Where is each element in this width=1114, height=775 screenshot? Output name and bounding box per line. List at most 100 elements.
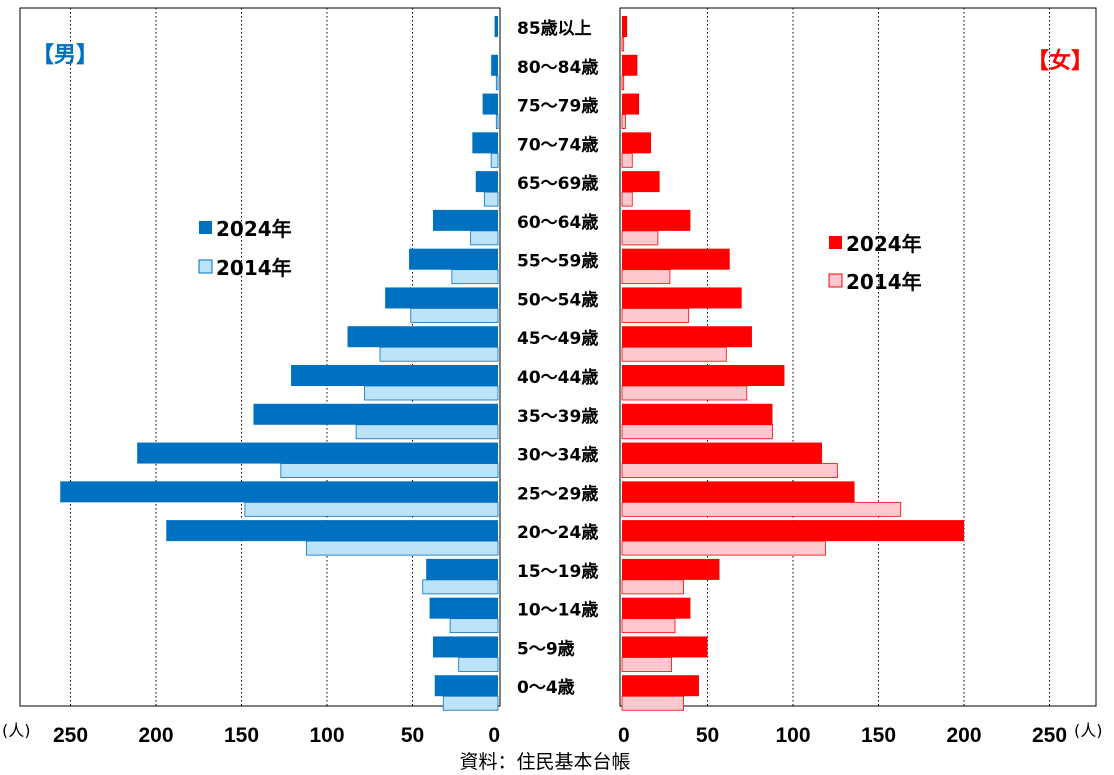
male-2024-bar-11 — [409, 248, 498, 270]
female-tick-50: 50 — [696, 724, 719, 747]
male-2014-bar-9 — [379, 346, 499, 362]
female-2024-bar-13 — [622, 171, 660, 193]
male-legend-swatch-2014 — [198, 259, 213, 274]
female-2014-bar-12 — [621, 230, 659, 246]
male-2014-bar-7 — [355, 424, 499, 440]
female-2014-bar-5 — [621, 501, 902, 517]
female-axis-ticks: 0 50 100 150 200 250 — [618, 724, 1067, 747]
male-tick-200: 200 — [138, 724, 173, 747]
age-label-15: 75〜79歳 — [517, 96, 598, 117]
male-2024-bar-0 — [434, 675, 498, 697]
right-gridlines — [707, 8, 1050, 706]
female-2024-bar-11 — [622, 248, 730, 270]
male-unit-label: (人) — [2, 721, 31, 740]
male-panel-label: 【男】 — [32, 43, 98, 68]
female-2014-bar-14 — [621, 152, 633, 168]
male-tick-50: 50 — [401, 724, 424, 747]
male-2014-bar-5 — [244, 501, 499, 517]
female-2014-bar-6 — [621, 463, 838, 478]
age-label-3: 15〜19歳 — [517, 561, 598, 582]
source-note: 資料：住民基本台帳 — [459, 751, 630, 773]
age-label-1: 5〜9歳 — [517, 638, 575, 659]
female-2014-bar-1 — [621, 657, 672, 672]
male-2014-bar-8 — [364, 385, 499, 401]
male-2014-bar-1 — [458, 657, 499, 672]
female-2024-bar-0 — [622, 675, 699, 697]
female-tick-200: 200 — [946, 724, 981, 747]
female-unit-label: (人) — [1074, 721, 1103, 740]
female-legend-swatch-2014 — [828, 273, 843, 288]
age-label-0: 0〜4歳 — [517, 677, 575, 698]
male-2014-bar-13 — [483, 191, 499, 207]
male-2024-bar-1 — [433, 636, 498, 658]
right-plot-frame — [619, 7, 1097, 707]
female-2024-bar-12 — [622, 209, 691, 231]
female-panel-label: 【女】 — [1027, 48, 1093, 74]
male-2014-bar-15 — [495, 114, 499, 129]
female-2014-bar-9 — [621, 346, 727, 362]
male-2024-bar-15 — [482, 93, 498, 115]
female-2024-bar-7 — [622, 403, 773, 425]
female-2014-bar-10 — [621, 308, 690, 323]
female-2014-bar-13 — [621, 191, 633, 207]
male-2024-bar-12 — [433, 209, 498, 231]
female-legend-label-2014: 2014年 — [846, 270, 922, 294]
female-2014-bar-17 — [621, 36, 625, 52]
male-2024-bar-5 — [60, 481, 499, 503]
male-2024-bar-2 — [429, 597, 498, 619]
age-label-5: 25〜29歳 — [517, 483, 598, 504]
female-2024-bar-9 — [622, 326, 752, 348]
male-2024-bar-3 — [426, 558, 498, 580]
female-2014-bar-0 — [621, 695, 684, 711]
female-2014-bar-2 — [621, 618, 676, 634]
female-2024-bar-4 — [622, 520, 964, 542]
female-2024-bar-16 — [622, 54, 638, 76]
female-2024-bar-2 — [622, 597, 691, 619]
male-2024-bar-10 — [385, 287, 498, 309]
female-2014-bar-15 — [621, 114, 626, 129]
age-label-8: 40〜44歳 — [517, 367, 598, 388]
left-gridlines — [70, 8, 413, 706]
male-2014-bar-11 — [451, 269, 499, 285]
female-2014-bar-8 — [621, 385, 748, 401]
male-2014-bar-14 — [490, 152, 499, 168]
female-2024-bar-10 — [622, 287, 742, 309]
age-label-9: 45〜49歳 — [517, 328, 598, 349]
age-label-12: 60〜64歳 — [517, 212, 598, 233]
age-label-14: 70〜74歳 — [517, 134, 598, 155]
left-plot-frame — [19, 7, 501, 707]
female-legend-swatch-2024 — [829, 236, 842, 249]
age-label-16: 80〜84歳 — [517, 57, 598, 78]
female-2024-bar-5 — [622, 481, 855, 503]
male-tick-0: 0 — [488, 724, 500, 747]
male-2024-bar-9 — [347, 326, 498, 348]
male-2014-bar-4 — [306, 540, 499, 556]
male-tick-150: 150 — [224, 724, 259, 747]
male-2024-bar-4 — [166, 520, 498, 542]
female-2024-bar-3 — [622, 558, 720, 580]
male-legend: 2024年 2014年 — [198, 217, 292, 280]
age-label-10: 50〜54歳 — [517, 289, 598, 310]
age-label-4: 20〜24歳 — [517, 522, 598, 543]
female-tick-250: 250 — [1032, 724, 1067, 747]
male-2024-bar-7 — [253, 403, 498, 425]
female-2014-bar-11 — [621, 269, 671, 285]
female-2024-bar-8 — [622, 365, 785, 386]
female-2014-bar-7 — [621, 424, 773, 440]
male-2024-bar-14 — [472, 132, 498, 154]
age-label-2: 10〜14歳 — [517, 600, 598, 621]
age-label-6: 30〜34歳 — [517, 445, 598, 466]
age-label-7: 35〜39歳 — [517, 406, 598, 427]
female-bars — [621, 16, 964, 711]
age-label-11: 55〜59歳 — [517, 251, 598, 272]
female-2024-bar-6 — [622, 442, 823, 464]
female-legend: 2024年 2014年 — [828, 232, 922, 294]
age-label-13: 65〜69歳 — [517, 173, 598, 194]
male-2014-bar-10 — [410, 308, 499, 323]
male-2024-bar-17 — [494, 16, 498, 37]
female-tick-0: 0 — [618, 724, 630, 747]
male-2024-bar-8 — [291, 365, 498, 386]
female-legend-label-2024: 2024年 — [846, 232, 922, 256]
female-2024-bar-14 — [622, 132, 652, 154]
